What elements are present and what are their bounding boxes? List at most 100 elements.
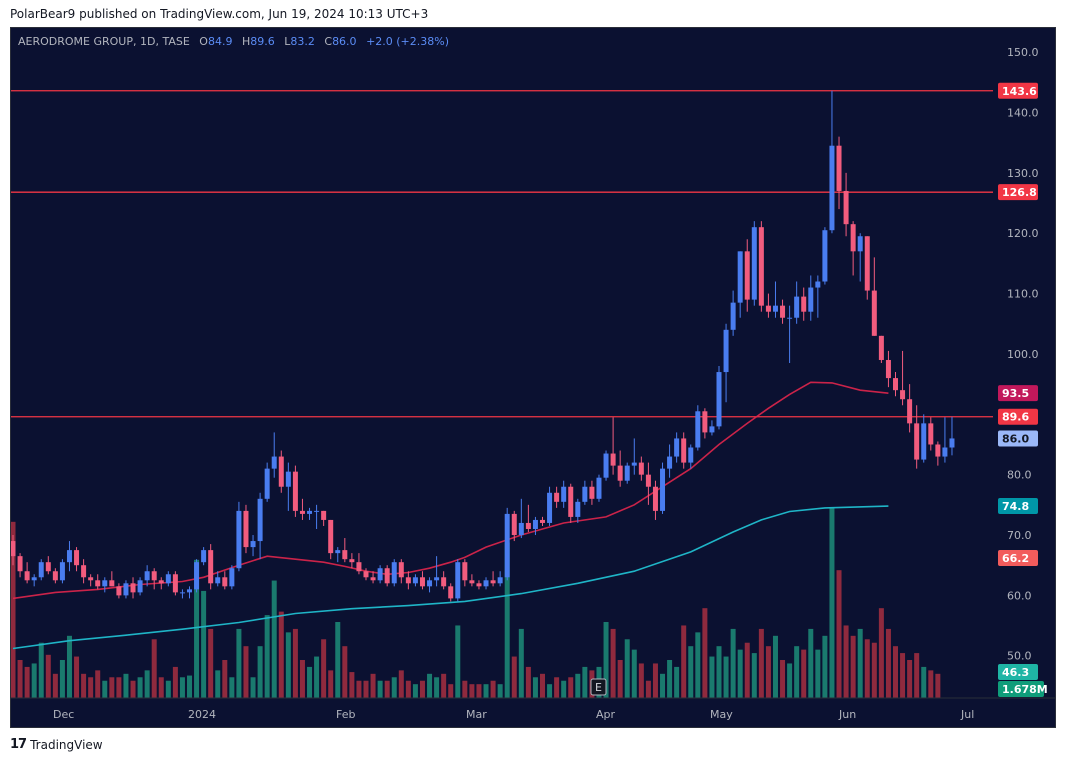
low-value: 83.2 (290, 35, 315, 48)
volume-bar (709, 656, 715, 698)
volume-bar (667, 660, 673, 698)
candle-body (893, 378, 898, 391)
price-tag-box (998, 82, 1038, 99)
volume-bar (109, 677, 115, 698)
candle-body (123, 583, 129, 596)
x-tick-label: Feb (336, 708, 355, 721)
candle-body (172, 574, 178, 593)
y-tick-label: 70.0 (1007, 529, 1032, 542)
volume-bar (504, 542, 510, 698)
volume-bar (780, 660, 786, 698)
volume-bar (617, 660, 623, 698)
publish-info: PolarBear9 published on TradingView.com,… (10, 7, 429, 21)
y-tick-label: 50.0 (1007, 650, 1032, 663)
tradingview-logo-icon[interactable]: 17 (10, 737, 27, 752)
volume-bar (660, 673, 666, 698)
volume-bar (271, 580, 277, 698)
volume-bar (638, 663, 644, 698)
volume-bar (822, 635, 828, 698)
volume-bar (187, 675, 192, 698)
candle-body (398, 562, 404, 578)
symbol-name[interactable]: AERODROME GROUP, 1D, TASE (18, 35, 190, 48)
volume-bar (702, 608, 708, 698)
volume-bar (871, 642, 877, 698)
candle-body (321, 510, 327, 520)
candle-body (561, 486, 567, 502)
price-tag-label: 66.2 (1002, 552, 1029, 565)
volume-bar (462, 680, 468, 698)
candle-body (702, 411, 708, 433)
price-chart[interactable]: 150.0 140.0 130.0 120.0 110.0 100.0 80.0 70.0 60… (11, 28, 1056, 728)
x-tick-label: Mar (466, 708, 487, 721)
x-tick-label: Jun (838, 708, 856, 721)
close-label: C (324, 35, 333, 48)
volume-bar (419, 680, 425, 698)
y-tick-label: 80.0 (1007, 469, 1032, 482)
candle-body (349, 559, 355, 563)
volume-bar (95, 670, 101, 698)
candle-body (695, 411, 701, 448)
price-tag-box (998, 430, 1038, 447)
candle-body (525, 522, 531, 529)
volume-bar (568, 677, 574, 698)
volume-bar (38, 642, 44, 698)
candle-body (667, 456, 673, 469)
candle-body (222, 577, 228, 587)
volume-bar (11, 521, 16, 698)
volume-bar (497, 684, 503, 698)
volume-bar (81, 673, 87, 698)
candle-body (165, 574, 171, 584)
candle-body (314, 510, 320, 512)
volume-bar (179, 677, 185, 698)
volume-bar (532, 677, 538, 698)
candle-body (914, 423, 920, 460)
volume-bar (236, 628, 242, 698)
volume-bar (681, 625, 687, 698)
volume-bar (737, 649, 743, 698)
volume-bar (384, 680, 390, 698)
candle-body (878, 335, 884, 360)
candle-body (342, 550, 348, 560)
volume-bar (772, 635, 778, 698)
volume-bar (652, 663, 658, 698)
volume-bar (137, 677, 143, 698)
volume-bar (215, 670, 221, 698)
candle-body (772, 305, 778, 312)
brand-name[interactable]: TradingView (30, 737, 103, 752)
candle-body (518, 522, 524, 536)
volume-bar (363, 680, 369, 698)
candle-body (250, 541, 256, 548)
volume-bar (370, 673, 376, 698)
volume-bar (469, 684, 475, 698)
candle-body (603, 453, 609, 478)
candle-body (201, 550, 207, 563)
chart-panel[interactable]: 150.0 140.0 130.0 120.0 110.0 100.0 80.0 70.0 60… (10, 27, 1056, 728)
candle-body (857, 236, 863, 252)
candle-body (151, 571, 157, 581)
price-axis: 150.0 140.0 130.0 120.0 110.0 100.0 80.0 70.0 60… (11, 46, 1055, 699)
volume-bar (45, 654, 51, 698)
volume-bar (299, 660, 305, 698)
candle-body (116, 586, 122, 596)
volume-bar (243, 646, 249, 698)
candle-body (836, 145, 842, 191)
candle-body (596, 477, 602, 499)
y-tick-label: 150.0 (1007, 46, 1039, 59)
candle-body (95, 580, 101, 587)
candle-body (335, 550, 341, 554)
candle-body (17, 556, 23, 572)
volume-bar (900, 653, 906, 698)
candle-body (66, 550, 72, 563)
price-tag-label: 89.6 (1002, 411, 1029, 424)
volume-bar (603, 622, 609, 698)
volume-bar (928, 670, 934, 698)
price-tag-label: 86.0 (1002, 432, 1029, 445)
candle-body (74, 550, 80, 566)
volume-bar (88, 677, 94, 698)
candle-body (328, 519, 334, 554)
candle-body (674, 438, 680, 457)
candle-body (434, 577, 440, 581)
symbol-legend: AERODROME GROUP, 1D, TASE O84.9 H89.6 L8… (18, 35, 449, 48)
close-value: 86.0 (332, 35, 357, 48)
candle-body (490, 580, 496, 584)
